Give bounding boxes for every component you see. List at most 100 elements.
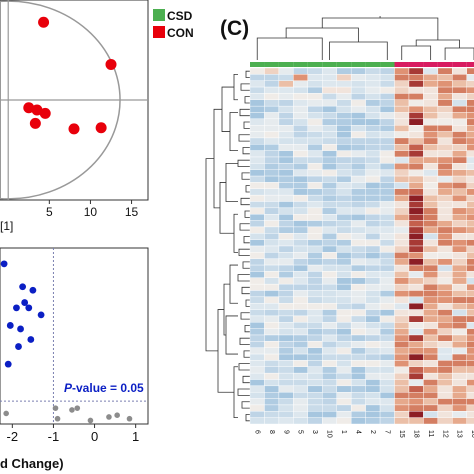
heatmap-column-label: 11 <box>427 430 434 437</box>
heatmap-cell <box>350 392 366 399</box>
heatmap-cell <box>365 214 381 221</box>
heatmap-cell <box>437 360 453 367</box>
heatmap-cell <box>264 322 280 329</box>
heatmap-cell <box>264 169 280 177</box>
heatmap-cell <box>264 220 280 228</box>
heatmap-cell <box>264 271 280 278</box>
heatmap-cell <box>379 169 395 177</box>
row-dendrogram-branch <box>237 274 250 282</box>
heatmap-cell <box>365 194 381 202</box>
heatmap-cell <box>437 411 453 418</box>
heatmap-cell <box>423 188 439 196</box>
heatmap-cell <box>322 309 337 317</box>
heatmap-cell <box>379 417 395 425</box>
heatmap-cell <box>379 188 395 196</box>
heatmap-cell <box>437 366 453 374</box>
heatmap-cell <box>293 93 309 100</box>
heatmap-cell <box>249 214 265 221</box>
heatmap-cell <box>307 67 323 75</box>
heatmap-cell <box>293 214 309 221</box>
heatmap-cell <box>307 163 323 170</box>
volcano-point <box>17 325 24 333</box>
column-dendrogram-branch <box>321 17 439 40</box>
heatmap-cell <box>437 201 453 209</box>
heatmap-cell <box>394 194 410 202</box>
heatmap-cell <box>423 112 439 120</box>
heatmap-cell <box>379 372 395 380</box>
heatmap-cell <box>322 322 337 329</box>
heatmap-cell <box>293 296 309 304</box>
heatmap-cell <box>408 74 424 81</box>
heatmap-cell <box>350 67 366 75</box>
heatmap-cell <box>365 379 381 387</box>
heatmap-cell <box>249 252 265 259</box>
heatmap-cell <box>437 137 453 145</box>
heatmap-cell <box>264 112 280 120</box>
heatmap-cell <box>365 309 381 317</box>
heatmap-cell <box>322 245 337 253</box>
heatmap-cell <box>452 360 467 367</box>
heatmap-cell <box>293 175 309 183</box>
score-plot: 5 10 15 [1] <box>0 0 149 233</box>
heatmap-cell <box>264 315 280 323</box>
heatmap-cell <box>278 296 294 304</box>
heatmap-cell <box>452 105 467 113</box>
heatmap-cell <box>365 264 381 272</box>
heatmap-cell <box>437 404 453 412</box>
row-dendrogram-branch <box>239 108 250 117</box>
volcano-point <box>19 283 27 291</box>
heatmap-cell <box>264 188 280 196</box>
heatmap-cell <box>394 252 410 259</box>
heatmap-cell <box>293 309 309 317</box>
heatmap-cell <box>307 188 323 196</box>
heatmap-cell <box>264 372 280 380</box>
heatmap-cell <box>437 150 453 158</box>
heatmap-cell <box>365 99 381 107</box>
heatmap-cell <box>336 99 352 107</box>
heatmap-cell <box>394 239 410 247</box>
heatmap-cell <box>437 290 453 298</box>
heatmap-cell <box>408 277 424 285</box>
heatmap-cell <box>322 264 337 272</box>
volcano-point <box>27 336 35 343</box>
heatmap-cell <box>423 239 439 247</box>
heatmap-cell <box>293 341 309 348</box>
volcano-plot: -2 -1 0 1 P-value = 0.05 d Change) <box>0 247 149 471</box>
heatmap-cell <box>452 398 467 406</box>
heatmap-cell <box>379 379 395 387</box>
heatmap-cell <box>293 328 309 336</box>
heatmap-cell <box>350 264 366 272</box>
heatmap-cell <box>437 93 453 100</box>
heatmap-cell <box>466 93 474 100</box>
legend-swatch-con <box>153 26 165 38</box>
heatmap-cell <box>307 245 323 253</box>
heatmap-cell <box>466 347 474 355</box>
heatmap-cell <box>466 220 474 228</box>
heatmap-cell <box>408 328 424 336</box>
heatmap-cell <box>249 315 265 323</box>
heatmap-cell <box>249 322 265 329</box>
row-dendrogram-branch <box>238 248 250 256</box>
heatmap-cell <box>365 271 381 278</box>
heatmap-cell <box>408 169 424 177</box>
heatmap-cell <box>452 353 467 361</box>
row-dendrogram-branch <box>242 375 250 384</box>
heatmap-cell <box>466 290 474 298</box>
heatmap-cell <box>278 118 294 126</box>
heatmap-cell <box>379 118 395 126</box>
heatmap-cell <box>437 207 453 215</box>
heatmap-cell <box>278 99 294 107</box>
heatmap-cell <box>350 398 366 406</box>
heatmap-cell <box>350 372 366 380</box>
heatmap-cell <box>336 194 352 202</box>
heatmap-cell <box>264 207 280 215</box>
heatmap-cell <box>365 277 381 285</box>
heatmap-cell <box>307 379 323 387</box>
heatmap-cell <box>350 175 366 183</box>
heatmap-cell <box>452 334 467 342</box>
heatmap-cell <box>336 392 352 399</box>
heatmap-cell <box>249 245 265 253</box>
heatmap-cell <box>379 214 395 221</box>
row-dendrogram-branch <box>241 286 250 295</box>
heatmap-cell <box>249 93 265 100</box>
